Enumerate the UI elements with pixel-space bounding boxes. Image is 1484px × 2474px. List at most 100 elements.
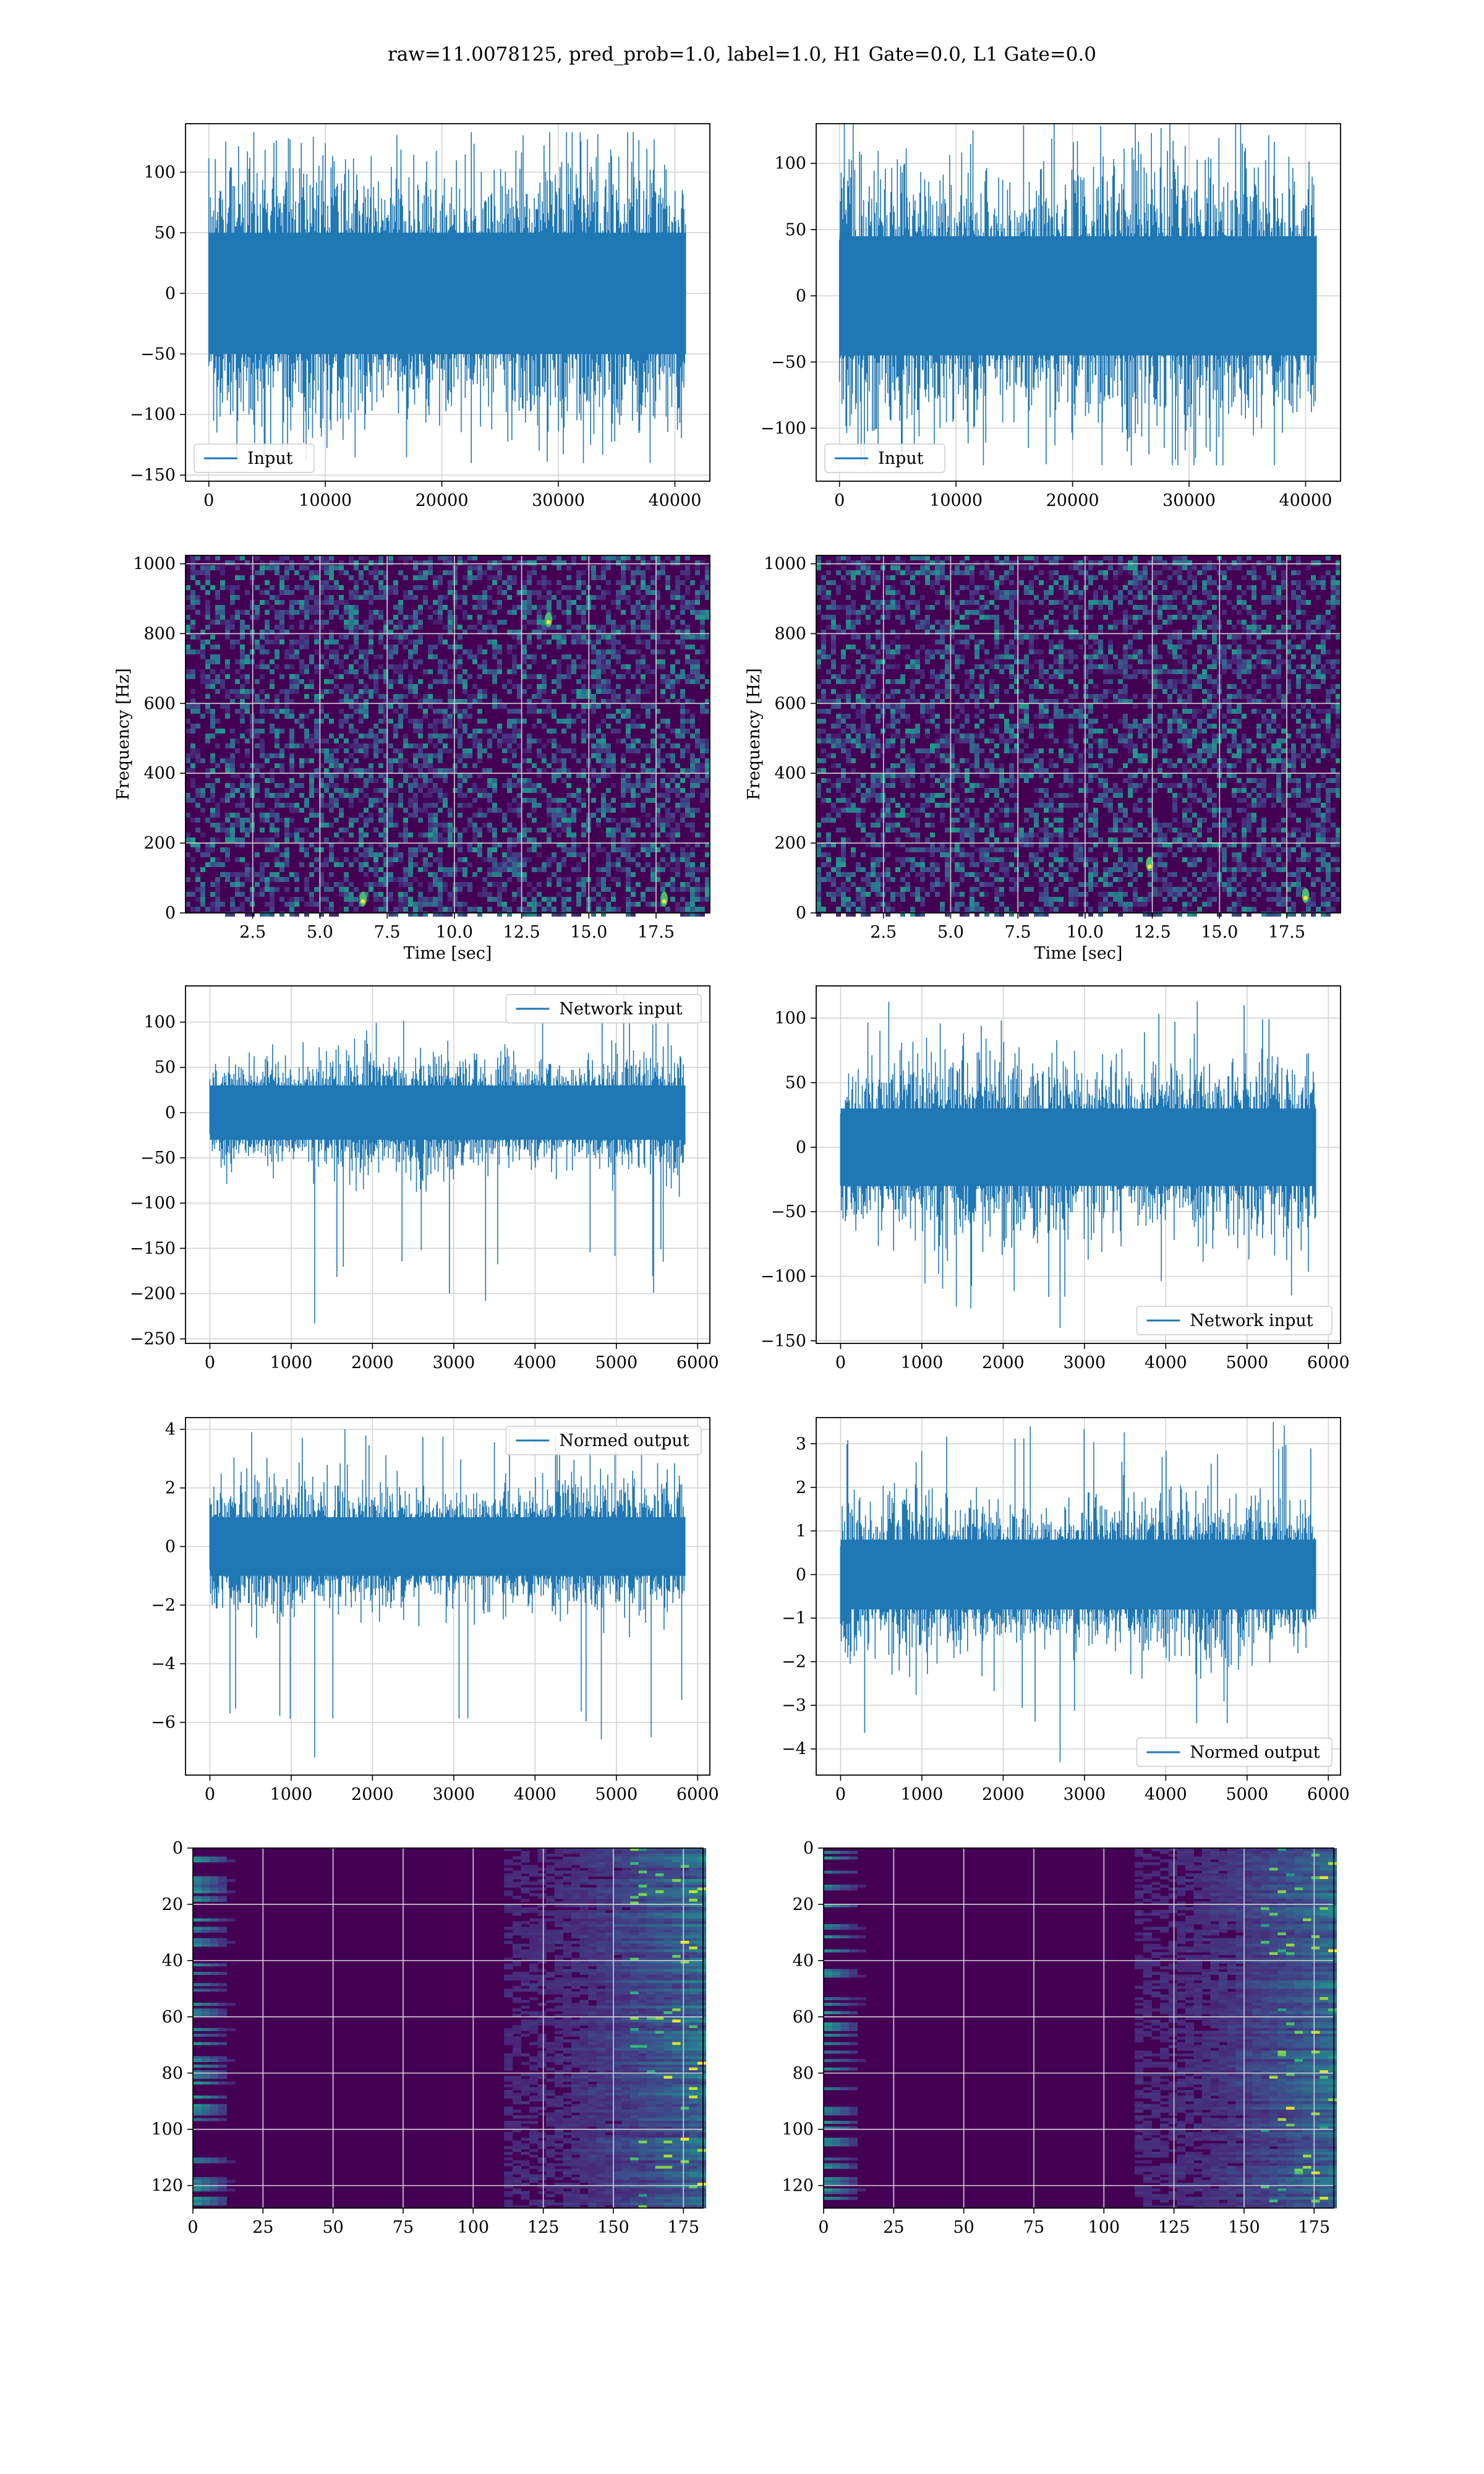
y-tick-label: −100	[761, 419, 806, 438]
legend-box	[1136, 1306, 1333, 1335]
y-axis-label: Frequency [Hz]	[744, 668, 764, 800]
l1-feature-map-panel: 0 25 50 75 100 125 150 175 0 20 40 60 80 100 120	[782, 1839, 1337, 2237]
x-tick-label: 175	[667, 2218, 699, 2237]
series-core-band	[839, 236, 1317, 356]
y-tick-label: 50	[155, 1058, 176, 1077]
y-tick-label: 600	[143, 694, 176, 713]
x-tick-label: 50	[953, 2218, 974, 2237]
y-tick-label: −100	[130, 1194, 176, 1213]
legend-label: Input	[878, 449, 924, 468]
legend-box	[824, 443, 945, 473]
y-tick-label: 400	[143, 764, 176, 783]
spectrogram-hotspot	[545, 612, 553, 627]
x-tick-label: 0	[205, 1785, 215, 1804]
axes-frame	[185, 555, 710, 914]
y-tick-label: −4	[782, 1740, 806, 1759]
legend-box	[1136, 1737, 1333, 1767]
x-tick-label: 75	[1023, 2218, 1044, 2237]
axes-frame	[185, 123, 710, 482]
y-tick-label: 0	[803, 1839, 814, 1858]
x-tick-label: 6000	[676, 1353, 719, 1372]
spectrogram-peak	[1147, 864, 1152, 869]
y-tick-label: 0	[173, 1839, 183, 1858]
spectrogram-hotspot	[359, 891, 367, 907]
legend-box	[505, 994, 702, 1024]
x-tick-label: 4000	[514, 1785, 556, 1804]
x-tick-label: 5000	[1226, 1785, 1268, 1804]
y-tick-label: 0	[796, 904, 806, 923]
h1-network-input-panel: 0 1000 2000 3000 4000 5000 6000−250−200−150−10…	[130, 985, 719, 1372]
x-tick-label: 0	[834, 491, 845, 510]
x-tick-label: 20000	[416, 491, 469, 510]
x-tick-label: 1000	[270, 1785, 313, 1804]
y-tick-label: −150	[761, 1332, 806, 1351]
x-tick-label: 30000	[532, 491, 585, 510]
y-tick-label: 120	[151, 2177, 183, 2196]
y-tick-label: 400	[774, 764, 806, 783]
x-tick-label: 2000	[351, 1785, 394, 1804]
y-tick-label: −6	[151, 1713, 176, 1732]
legend-label: Normed output	[1190, 1743, 1320, 1762]
figure-title: raw=11.0078125, pred_prob=1.0, label=1.0…	[387, 43, 1096, 66]
y-tick-label: −150	[130, 1239, 176, 1258]
legend: Network input	[505, 994, 702, 1024]
y-tick-label: 200	[774, 834, 806, 853]
axes-frame	[816, 555, 1341, 914]
y-tick-label: −4	[151, 1654, 176, 1674]
x-tick-label: 3000	[433, 1785, 475, 1804]
y-tick-label: 100	[143, 163, 176, 182]
x-tick-label: 100	[458, 2218, 490, 2237]
y-axis-label: Frequency [Hz]	[114, 668, 133, 800]
y-tick-label: −1	[782, 1609, 806, 1628]
y-tick-label: 0	[796, 1138, 806, 1157]
y-tick-label: −250	[130, 1330, 176, 1349]
y-tick-label: 1000	[133, 555, 176, 574]
legend: Input	[824, 443, 945, 473]
x-tick-label: 150	[1228, 2218, 1260, 2237]
spectrogram-hotspot	[1146, 856, 1154, 871]
x-tick-label: 15.0	[1201, 923, 1238, 942]
y-tick-label: 600	[774, 694, 806, 713]
y-tick-label: −50	[140, 345, 176, 364]
axes-frame	[192, 1847, 704, 2209]
y-tick-label: −50	[771, 353, 806, 372]
x-tick-label: 15.0	[570, 923, 607, 942]
x-tick-label: 2000	[982, 1353, 1025, 1372]
axes-frame	[823, 1847, 1334, 2209]
axes-frame	[816, 123, 1341, 482]
y-tick-label: 40	[162, 1951, 183, 1971]
x-tick-label: 12.5	[503, 923, 540, 942]
x-tick-label: 5.0	[307, 923, 333, 942]
series-core-band	[208, 233, 686, 354]
axes-background	[186, 1418, 710, 1775]
y-tick-label: 100	[143, 1013, 176, 1032]
spectrogram-hotspot	[660, 891, 668, 907]
y-tick-label: 60	[793, 2008, 814, 2027]
l1-input-panel: 0 10000 20000 30000 40000 −100 −50 0 50 100 Input	[761, 123, 1341, 510]
x-tick-label: 1000	[270, 1353, 313, 1372]
y-tick-label: 60	[162, 2008, 183, 2027]
x-tick-label: 40000	[1279, 491, 1333, 510]
heatmap-cells	[824, 1848, 1337, 2209]
legend-label: Network input	[1190, 1311, 1313, 1330]
h1-normed-output-panel: 0 1000 2000 3000 4000 5000 6000 −6 −4 −2 0 2 4 Normed…	[151, 1417, 719, 1804]
axes-frame	[816, 1417, 1341, 1776]
y-tick-label: 0	[165, 904, 176, 923]
heatmap-cells	[186, 555, 710, 917]
y-tick-label: 3	[796, 1434, 806, 1453]
x-tick-label: 10.0	[436, 923, 473, 942]
y-tick-label: −150	[130, 466, 176, 485]
x-tick-label: 5000	[595, 1785, 638, 1804]
y-tick-label: 50	[785, 1073, 806, 1092]
y-tick-label: 800	[143, 624, 176, 643]
y-tick-label: 4	[165, 1420, 176, 1439]
y-tick-label: 0	[796, 286, 806, 306]
l1-normed-output-panel: 0 1000 2000 3000 4000 5000 6000 −4 −3 −2 −1 0 1 2 3 Nor…	[782, 1417, 1350, 1804]
y-tick-label: 80	[793, 2064, 814, 2083]
x-tick-label: 0	[835, 1353, 846, 1372]
x-tick-label: 7.5	[374, 923, 401, 942]
x-tick-label: 10000	[299, 491, 352, 510]
x-tick-label: 25	[252, 2218, 273, 2237]
x-tick-label: 17.5	[1268, 923, 1305, 942]
legend: Network input	[1136, 1306, 1333, 1335]
